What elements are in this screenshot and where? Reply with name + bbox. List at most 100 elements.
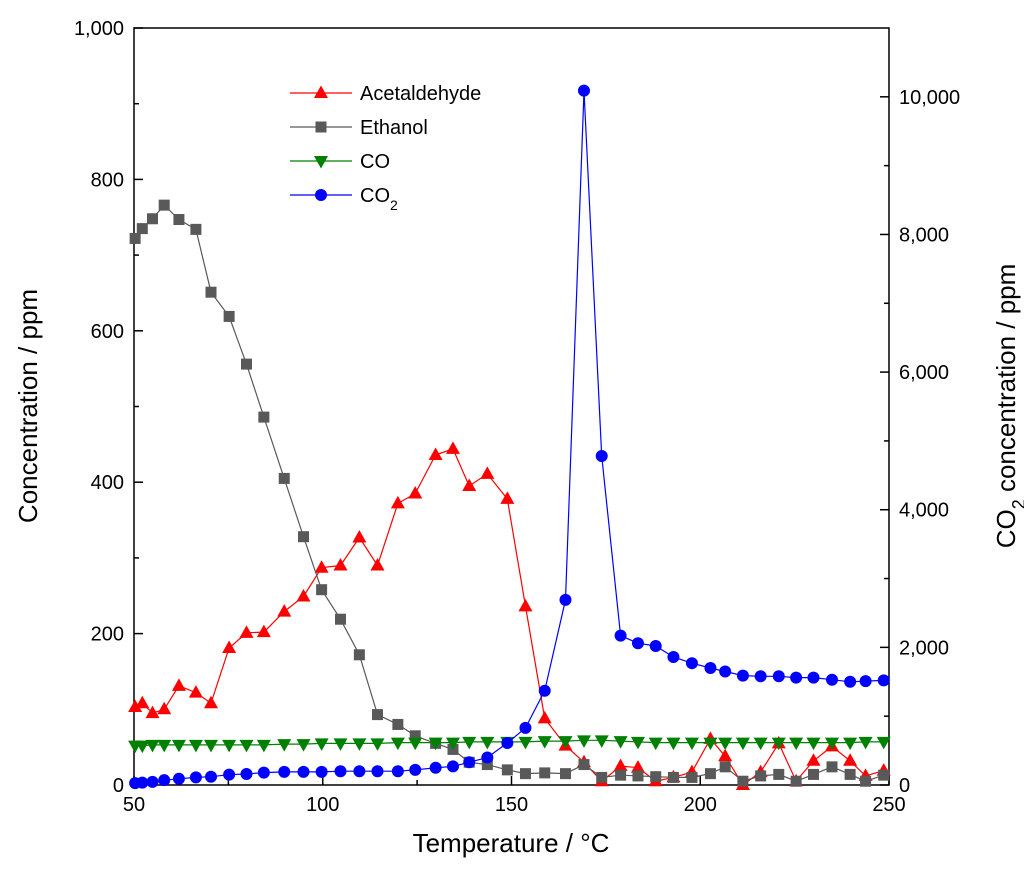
- co2-point: [409, 763, 422, 776]
- co-point: [858, 736, 873, 750]
- acetaldehyde-point: [135, 695, 150, 709]
- co-point: [648, 737, 663, 751]
- co2-point: [614, 629, 627, 642]
- legend-label: Acetaldehyde: [360, 83, 481, 105]
- ethanol-point: [559, 768, 571, 780]
- ethanol-point: [860, 775, 872, 787]
- co2-point: [205, 770, 218, 783]
- y-tick-label: 600: [91, 321, 124, 343]
- co2-point: [481, 751, 494, 764]
- ethanol-point: [650, 771, 662, 783]
- x-tick-label: 50: [123, 794, 145, 816]
- acetaldehyde-point: [462, 478, 477, 491]
- co-point: [843, 737, 858, 751]
- co-point: [256, 739, 271, 753]
- ethanol-point: [223, 310, 235, 322]
- co-point: [390, 737, 405, 751]
- acetaldehyde-point: [333, 557, 348, 571]
- co-point: [594, 735, 609, 748]
- y-tick-label: 1,000: [74, 18, 124, 40]
- ethanol-point: [790, 775, 802, 787]
- co2-point: [446, 760, 459, 773]
- co-point: [537, 736, 552, 749]
- co-point: [824, 737, 839, 751]
- ethanol-point: [371, 709, 383, 721]
- ethanol-point: [539, 767, 551, 779]
- acetaldehyde-point: [537, 710, 552, 724]
- ethanol-point: [773, 768, 785, 780]
- co2-point: [278, 765, 291, 778]
- legend-item-co2: CO2: [290, 185, 398, 213]
- legend-item-co: CO: [290, 151, 390, 173]
- x-tick-label: 100: [306, 794, 339, 816]
- co-point: [558, 736, 573, 749]
- acetaldehyde-point: [352, 529, 367, 543]
- ethanol-point: [146, 213, 158, 225]
- ethanol-point: [316, 584, 328, 596]
- x-axis-title: Temperature / °C: [413, 828, 610, 858]
- ethanol-point: [501, 764, 513, 776]
- ethanol-point: [353, 649, 365, 661]
- ethanol-point: [240, 358, 252, 370]
- y-axis-title: Concentration / ppm: [13, 289, 43, 523]
- acetaldehyde-point: [500, 491, 515, 504]
- co-point: [876, 736, 891, 750]
- series-co: [128, 735, 891, 754]
- y2-tick-label: 6,000: [899, 362, 949, 384]
- co-point: [408, 737, 423, 751]
- co2-point: [772, 670, 785, 683]
- co-point: [171, 739, 186, 753]
- co2-point: [844, 675, 857, 688]
- ethanol-point: [737, 775, 749, 787]
- ethanol-point: [173, 214, 185, 226]
- co-point: [333, 738, 348, 751]
- co2-point: [736, 669, 749, 682]
- ethanol-point: [808, 768, 819, 780]
- co2-point: [353, 765, 366, 778]
- ethanol-point: [719, 761, 731, 773]
- co2-point: [391, 765, 404, 778]
- co-point: [462, 736, 477, 750]
- co2-point: [136, 776, 149, 789]
- y-tick-label: 200: [91, 624, 124, 646]
- co2-point: [519, 721, 532, 734]
- ethanol-point: [578, 759, 590, 771]
- legend-label: Ethanol: [360, 117, 428, 139]
- co2-point: [538, 684, 551, 697]
- acetaldehyde-point: [630, 760, 645, 773]
- co-point: [296, 739, 311, 752]
- co2-line: [135, 90, 884, 784]
- acetaldehyde-point: [204, 695, 219, 709]
- ethanol-line: [134, 204, 884, 782]
- ethanol-point: [844, 768, 856, 780]
- ethanol-point: [878, 769, 890, 781]
- series-ethanol: [129, 199, 890, 787]
- co-point: [135, 740, 150, 754]
- co-point: [145, 739, 160, 753]
- x-tick-label: 200: [684, 794, 717, 816]
- ethanol-point: [632, 770, 644, 782]
- ethanol-point: [596, 771, 608, 783]
- co-point: [703, 737, 718, 751]
- ethanol-point: [409, 730, 421, 742]
- co-point: [684, 737, 699, 751]
- co-point: [789, 737, 804, 751]
- y2-tick-label: 10,000: [899, 87, 960, 109]
- co2-point: [877, 674, 890, 687]
- acetaldehyde-point: [370, 557, 385, 571]
- co2-point: [371, 765, 384, 778]
- co2-point: [146, 775, 159, 788]
- co-point: [518, 736, 533, 750]
- co2-point: [223, 768, 236, 781]
- co-point: [445, 737, 460, 751]
- y-tick-label: 800: [91, 169, 124, 191]
- acetaldehyde-point: [157, 701, 172, 715]
- co-point: [428, 737, 443, 751]
- acetaldehyde-point: [718, 748, 733, 762]
- co2-point: [807, 671, 820, 684]
- co2-point: [559, 593, 572, 606]
- ethanol-point: [755, 770, 767, 782]
- legend-marker: [315, 121, 327, 133]
- co-point: [314, 738, 329, 751]
